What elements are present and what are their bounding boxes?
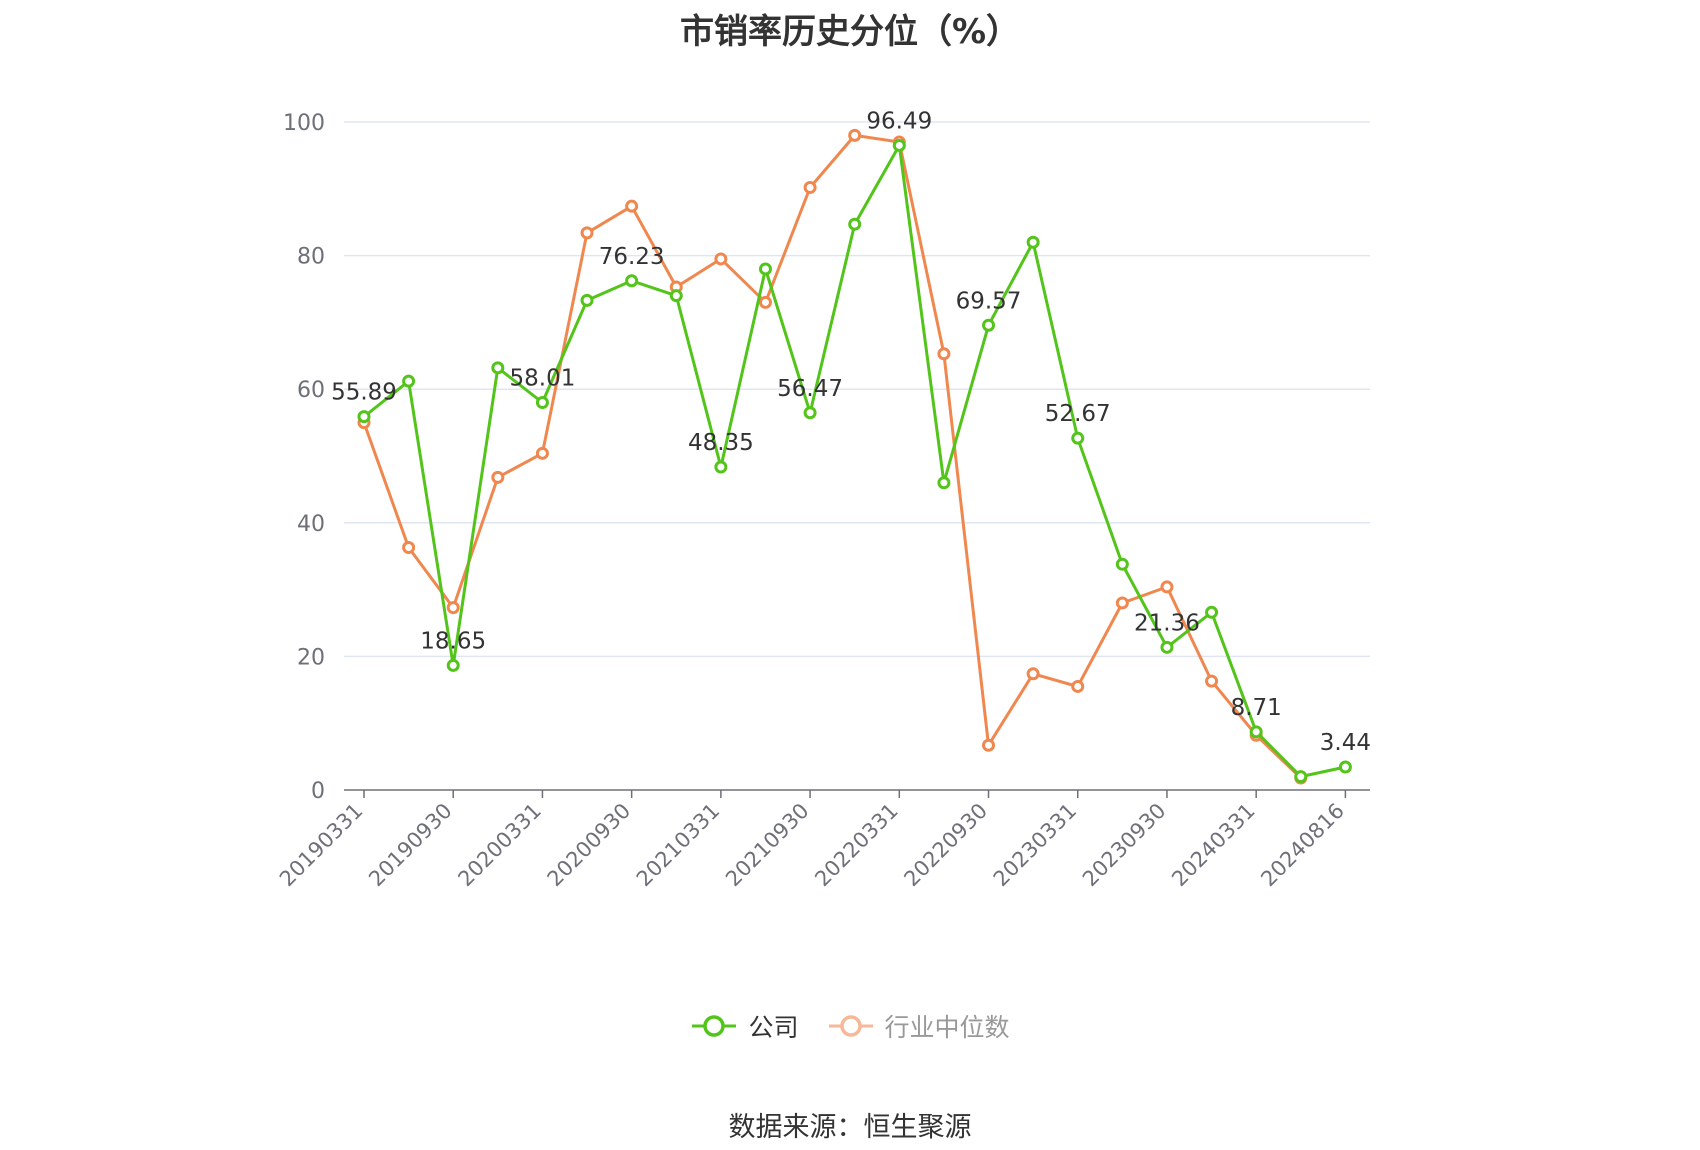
data-point: [848, 128, 862, 142]
data-point: [1249, 725, 1263, 739]
source-note: 数据来源：恒生聚源: [728, 1112, 972, 1143]
data-point: [758, 295, 772, 309]
data-point: [1115, 596, 1129, 610]
data-label: 18.65: [420, 628, 486, 654]
y-tick-label: 60: [297, 378, 325, 403]
data-point: [357, 410, 371, 424]
axes: 0 20 40 60 80 100 2019033120190930202003312020…: [275, 111, 1370, 891]
x-tick-label: 20230930: [1078, 799, 1171, 892]
data-label: 56.47: [777, 376, 843, 402]
data-label: 96.49: [866, 108, 932, 134]
legend-item-industry[interactable]: 行业中位数: [827, 1008, 1010, 1044]
data-point: [848, 217, 862, 231]
x-tick-label: 20200930: [543, 799, 636, 892]
y-tick-label: 80: [297, 245, 325, 270]
legend-label-company: 公司: [748, 1013, 799, 1042]
data-point: [535, 395, 549, 409]
data-label: 69.57: [956, 288, 1022, 314]
data-point: [1115, 557, 1129, 571]
data-point: [1338, 760, 1352, 774]
x-tick-label: 20200331: [453, 799, 546, 892]
y-tick-label: 100: [283, 111, 325, 136]
series: [357, 128, 1352, 785]
data-point: [491, 361, 505, 375]
series-line: [363, 143, 1346, 779]
data-point: [1205, 674, 1219, 688]
data-point: [803, 406, 817, 420]
y-tick-label: 0: [311, 779, 325, 804]
y-tick-label: 40: [297, 512, 325, 537]
x-tick-label: 20240816: [1256, 799, 1349, 892]
data-point: [714, 252, 728, 266]
y-tick-label: 20: [297, 645, 325, 670]
data-point: [982, 318, 996, 332]
data-point: [1071, 679, 1085, 693]
legend-item-company[interactable]: 公司: [690, 1008, 799, 1044]
data-label: 48.35: [688, 430, 754, 456]
data-point: [625, 199, 639, 213]
series-company: [357, 138, 1352, 784]
x-tick-label: 20220331: [810, 799, 903, 892]
data-point: [758, 262, 772, 276]
data-label: 3.44: [1320, 730, 1371, 756]
data-point: [491, 470, 505, 484]
chart-title: 市销率历史分位（%）: [679, 12, 1021, 52]
data-point: [580, 226, 594, 240]
data-point: [714, 460, 728, 474]
x-tick-label: 20210930: [721, 799, 814, 892]
data-point: [1294, 770, 1308, 784]
data-point: [669, 289, 683, 303]
data-point: [1071, 431, 1085, 445]
x-tick-label: 20230331: [989, 799, 1082, 892]
data-labels: 55.89 18.65 58.01 76.23 48.35 56.47 96.49 69.57…: [331, 108, 1371, 756]
data-point: [937, 476, 951, 490]
data-label: 21.36: [1134, 610, 1200, 636]
data-point: [1026, 667, 1040, 681]
data-point: [1026, 235, 1040, 249]
data-point: [402, 374, 416, 388]
data-label: 52.67: [1045, 401, 1111, 427]
legend-company-marker-icon: [692, 1015, 737, 1037]
data-point: [1160, 580, 1174, 594]
data-point: [892, 138, 906, 152]
data-point: [446, 601, 460, 615]
data-point: [535, 446, 549, 460]
legend: 公司 行业中位数: [0, 1008, 1700, 1044]
series-line: [362, 133, 1302, 780]
data-label: 8.71: [1231, 695, 1282, 721]
data-label: 55.89: [331, 380, 397, 406]
data-point: [803, 180, 817, 194]
x-tick-label: 20210331: [632, 799, 725, 892]
x-tick-label: 20240331: [1167, 799, 1260, 892]
legend-label-industry: 行业中位数: [884, 1013, 1010, 1042]
data-point: [1160, 640, 1174, 654]
data-point: [1205, 605, 1219, 619]
data-label: 76.23: [599, 244, 665, 270]
series-industry: [357, 128, 1308, 785]
data-point: [580, 293, 594, 307]
legend-industry-marker-icon: [828, 1015, 873, 1037]
data-point: [625, 274, 639, 288]
x-tick-label: 20190331: [275, 799, 368, 892]
grid-lines: [344, 121, 1370, 658]
data-point: [402, 541, 416, 555]
data-label: 58.01: [510, 365, 576, 391]
x-tick-label: 20220930: [900, 799, 993, 892]
x-tick-label: 20190930: [364, 799, 457, 892]
data-point: [446, 658, 460, 672]
data-point: [982, 738, 996, 752]
data-point: [937, 347, 951, 361]
